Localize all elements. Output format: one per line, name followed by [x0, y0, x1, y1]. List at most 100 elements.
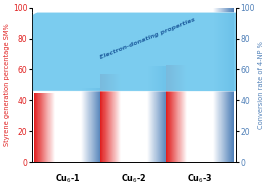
Bar: [120, 74, 121, 162]
Bar: [97, 88, 98, 162]
Bar: [80, 88, 81, 162]
Bar: [117, 74, 118, 162]
Bar: [215, 8, 216, 162]
Text: Cu$_6$-2: Cu$_6$-2: [121, 173, 147, 185]
Bar: [107, 74, 108, 162]
Bar: [83, 88, 84, 162]
Bar: [179, 65, 180, 162]
Bar: [99, 88, 100, 162]
Bar: [214, 8, 215, 162]
Bar: [227, 8, 228, 162]
Bar: [186, 65, 187, 162]
Bar: [180, 65, 181, 162]
Bar: [223, 8, 224, 162]
Bar: [150, 66, 151, 162]
Bar: [47, 93, 48, 162]
Bar: [103, 74, 104, 162]
Bar: [118, 74, 119, 162]
Bar: [113, 74, 114, 162]
Bar: [182, 65, 183, 162]
Bar: [164, 66, 165, 162]
Bar: [37, 93, 38, 162]
Bar: [39, 93, 40, 162]
Bar: [94, 88, 95, 162]
Bar: [38, 93, 39, 162]
Bar: [41, 93, 42, 162]
Bar: [153, 66, 154, 162]
Bar: [227, 8, 228, 162]
Bar: [216, 8, 217, 162]
Bar: [53, 93, 54, 162]
Bar: [54, 93, 55, 162]
Bar: [112, 74, 113, 162]
Bar: [50, 93, 51, 162]
Bar: [170, 65, 171, 162]
Bar: [225, 8, 226, 162]
Bar: [184, 65, 185, 162]
Bar: [166, 65, 167, 162]
Bar: [36, 93, 37, 162]
Bar: [116, 74, 117, 162]
Bar: [86, 88, 87, 162]
Bar: [97, 88, 98, 162]
Bar: [172, 65, 173, 162]
Bar: [40, 93, 41, 162]
Bar: [185, 65, 186, 162]
Bar: [213, 8, 214, 162]
Bar: [152, 66, 153, 162]
Bar: [233, 8, 234, 162]
Bar: [105, 74, 106, 162]
Bar: [98, 88, 99, 162]
Bar: [187, 65, 188, 162]
Bar: [49, 93, 50, 162]
Bar: [147, 66, 148, 162]
Bar: [151, 66, 152, 162]
Bar: [181, 65, 182, 162]
Bar: [85, 88, 86, 162]
Bar: [157, 66, 158, 162]
Bar: [101, 88, 102, 162]
Text: Cu$_6$-1: Cu$_6$-1: [55, 173, 81, 185]
Bar: [174, 65, 175, 162]
Bar: [169, 65, 170, 162]
Bar: [177, 65, 178, 162]
Bar: [93, 88, 94, 162]
Bar: [221, 8, 222, 162]
Bar: [95, 88, 96, 162]
Bar: [100, 88, 101, 162]
Bar: [176, 65, 177, 162]
Bar: [173, 65, 174, 162]
Bar: [218, 8, 219, 162]
Bar: [91, 88, 92, 162]
Bar: [92, 88, 93, 162]
Bar: [159, 66, 160, 162]
Bar: [175, 65, 176, 162]
Bar: [88, 88, 89, 162]
Y-axis label: Styrene generation percentage SM%: Styrene generation percentage SM%: [4, 24, 10, 146]
Bar: [163, 66, 164, 162]
Bar: [170, 65, 171, 162]
Bar: [84, 88, 85, 162]
Bar: [39, 93, 40, 162]
Bar: [108, 74, 109, 162]
Bar: [110, 74, 111, 162]
Bar: [160, 66, 161, 162]
Bar: [167, 66, 168, 162]
Bar: [161, 66, 162, 162]
Bar: [165, 66, 166, 162]
Bar: [106, 74, 107, 162]
Y-axis label: Conversion rate of 4-NP %: Conversion rate of 4-NP %: [258, 41, 264, 129]
Bar: [44, 93, 45, 162]
Bar: [111, 74, 112, 162]
Text: Cu$_6$-3: Cu$_6$-3: [187, 173, 213, 185]
Bar: [101, 74, 102, 162]
Bar: [115, 74, 116, 162]
Bar: [156, 66, 157, 162]
Bar: [224, 8, 225, 162]
Bar: [113, 74, 114, 162]
Bar: [42, 93, 43, 162]
Bar: [219, 8, 220, 162]
Bar: [217, 8, 218, 162]
Bar: [229, 8, 230, 162]
Bar: [40, 93, 41, 162]
